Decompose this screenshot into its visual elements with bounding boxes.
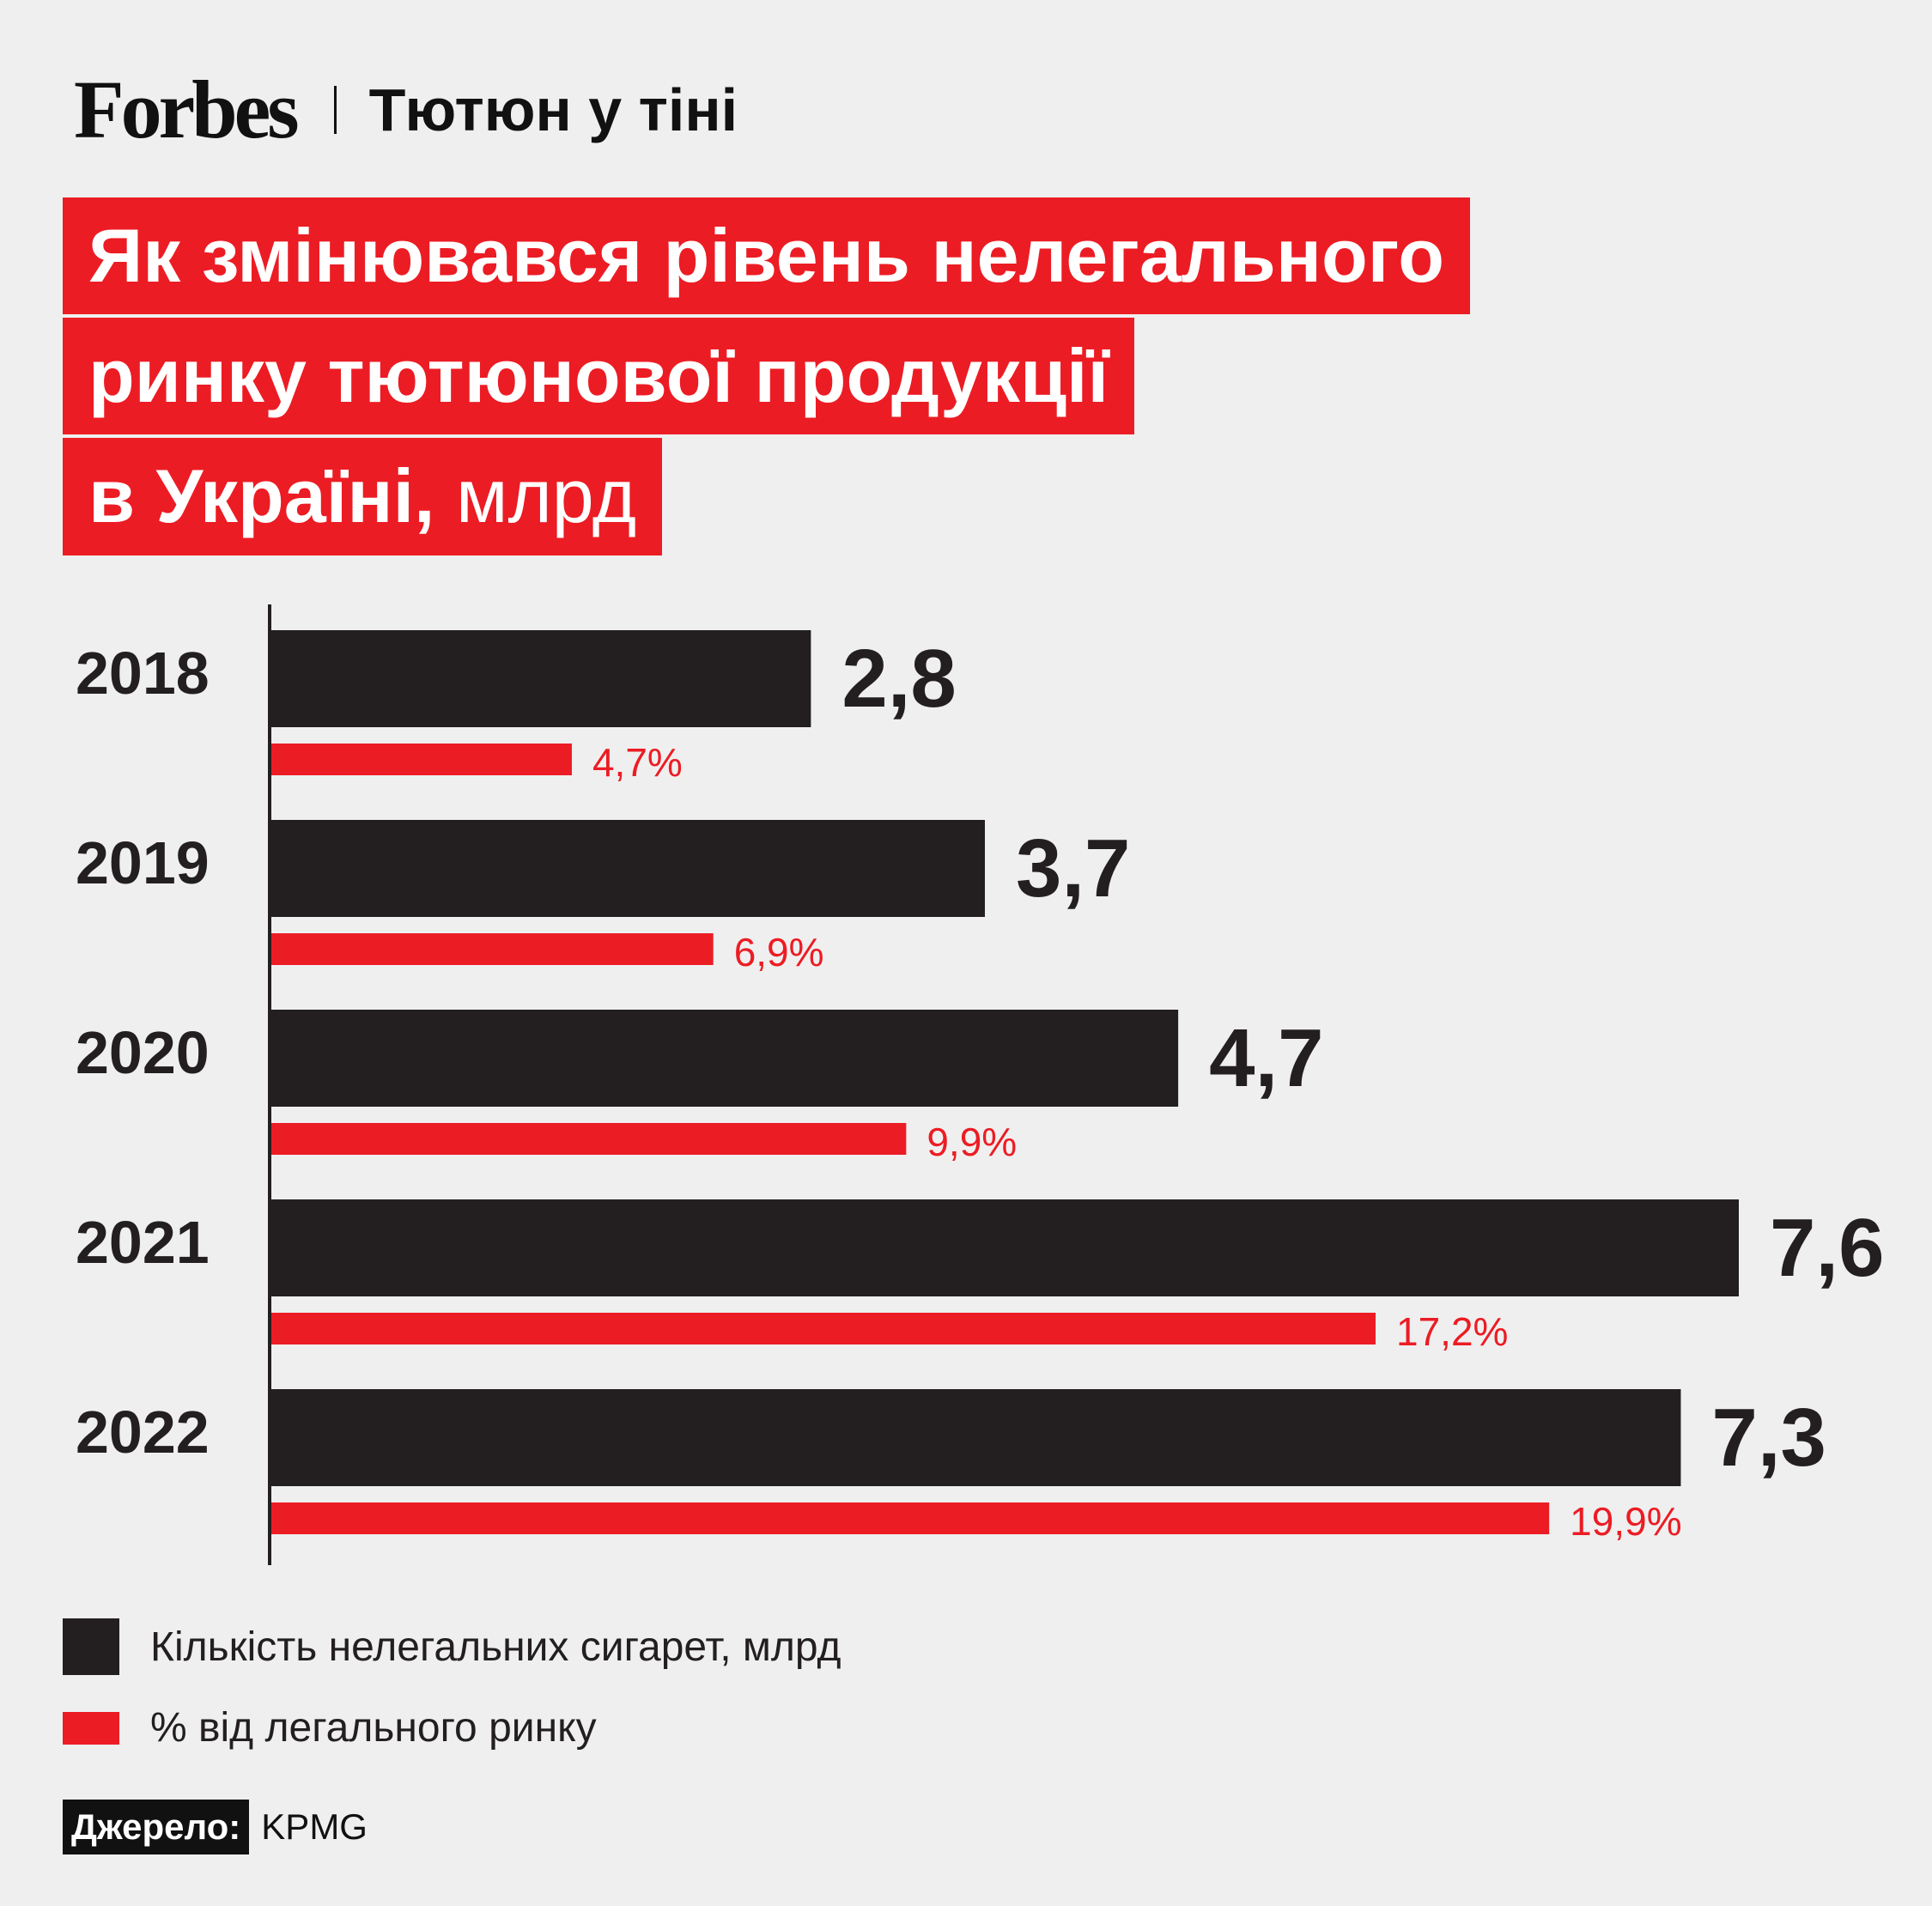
category-label-2019: 2019 (76, 829, 210, 896)
value-label-count-2022: 7,3 (1711, 1392, 1826, 1484)
bar-percent-2022 (270, 1502, 1550, 1534)
bar-percent-2019 (270, 933, 714, 965)
value-label-percent-2020: 9,9% (927, 1120, 1017, 1164)
header-divider (333, 86, 337, 134)
value-label-count-2020: 4,7 (1209, 1012, 1323, 1104)
chart-title-line-2: ринку тютюнової продукції (63, 318, 1135, 434)
source-label: Джерело: (63, 1800, 250, 1854)
chart-title-line-3: в Україні, млрд (63, 438, 663, 555)
legend-swatch-dark (63, 1618, 119, 1675)
value-label-count-2019: 3,7 (1016, 822, 1130, 914)
bar-chart: 2018 2,8 4,7% 2019 3,7 6,9% 2020 4,7 9,9% 2021 7,6… (76, 604, 1884, 1565)
legend-label-count: Кількість нелегальних сигарет, млрд (150, 1624, 841, 1670)
value-label-count-2021: 7,6 (1770, 1202, 1884, 1294)
bar-count-2021 (270, 1199, 1739, 1296)
legend-label-percent: % від легального ринку (150, 1705, 597, 1751)
value-label-count-2018: 2,8 (841, 633, 956, 725)
chart-title-line-1: Як змінювався рівень нелегального (63, 197, 1470, 314)
source-value: KPMG (261, 1806, 368, 1847)
title-text-3: в Україні, (88, 453, 435, 538)
value-label-percent-2022: 19,9% (1570, 1499, 1681, 1544)
bar-percent-2021 (270, 1313, 1376, 1345)
title-unit: млрд (455, 453, 637, 538)
bar-count-2020 (270, 1010, 1179, 1107)
bar-percent-2020 (270, 1123, 907, 1155)
value-label-percent-2018: 4,7% (592, 740, 683, 785)
forbes-logo: Forbes (74, 64, 300, 155)
category-label-2018: 2018 (76, 640, 210, 707)
bar-count-2022 (270, 1389, 1681, 1486)
bar-count-2019 (270, 820, 985, 917)
category-label-2021: 2021 (76, 1209, 210, 1276)
category-label-2022: 2022 (76, 1399, 210, 1466)
title-text-1: Як змінювався рівень нелегального (88, 213, 1444, 298)
section-title: Тютюн у тіні (368, 76, 738, 143)
source: Джерело: KPMG (63, 1800, 368, 1854)
legend-item-count: Кількість нелегальних сигарет, млрд (63, 1618, 841, 1675)
title-text-2: ринку тютюнової продукції (88, 333, 1109, 418)
header: Forbes Тютюн у тіні (74, 67, 738, 153)
legend-item-percent: % від легального ринку (63, 1704, 597, 1751)
bar-count-2018 (270, 630, 811, 727)
bar-percent-2018 (270, 744, 572, 775)
category-label-2020: 2020 (76, 1019, 210, 1086)
value-label-percent-2019: 6,9% (734, 930, 824, 974)
legend-swatch-red (63, 1711, 119, 1745)
value-label-percent-2021: 17,2% (1396, 1309, 1508, 1354)
